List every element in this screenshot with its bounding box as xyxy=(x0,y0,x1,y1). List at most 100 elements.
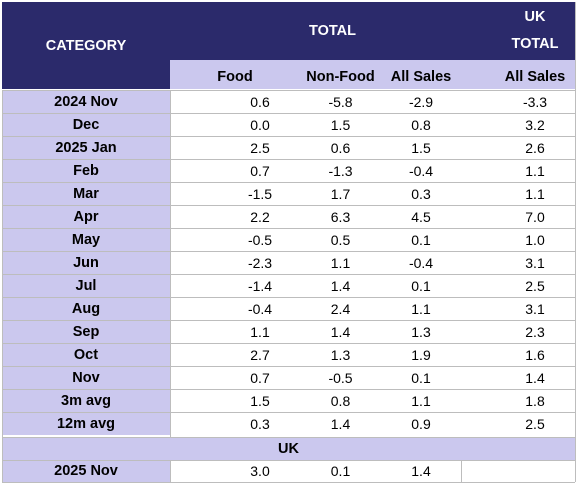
uk-row-non-food: 0.1 xyxy=(300,460,381,482)
row-value: 0.8 xyxy=(381,113,461,136)
row-value: 2.7 xyxy=(220,343,300,366)
row-value: -1.3 xyxy=(300,159,381,182)
row-divider xyxy=(2,482,575,483)
subheader-non-food: Non-Food xyxy=(300,60,381,89)
row-divider xyxy=(2,182,575,183)
row-value: 2.2 xyxy=(220,205,300,228)
row-value: 0.0 xyxy=(220,113,300,136)
uk-header-line1: UK xyxy=(524,9,546,25)
row-divider xyxy=(2,412,575,413)
row-value: -0.5 xyxy=(220,228,300,251)
row-value: 1.0 xyxy=(495,228,575,251)
row-value: 0.8 xyxy=(300,389,381,412)
subheader-filler xyxy=(461,60,495,89)
row-value: 1.4 xyxy=(300,274,381,297)
row-value: 1.1 xyxy=(495,159,575,182)
uk-row-food: 3.0 xyxy=(220,460,300,482)
row-value: 0.7 xyxy=(220,366,300,389)
row-value: 2.4 xyxy=(300,297,381,320)
row-value: -2.9 xyxy=(381,90,461,113)
row-divider xyxy=(2,320,575,321)
row-value: 1.1 xyxy=(220,320,300,343)
uk-header-line2: TOTAL xyxy=(511,36,559,52)
row-label: Sep xyxy=(2,320,170,343)
column-divider xyxy=(2,90,3,482)
row-value: 7.0 xyxy=(495,205,575,228)
row-value: 4.5 xyxy=(381,205,461,228)
row-label: Mar xyxy=(2,182,170,205)
row-divider xyxy=(2,389,575,390)
row-value: 1.4 xyxy=(495,366,575,389)
subheader-all-sales: All Sales xyxy=(381,60,461,89)
row-value: 2.6 xyxy=(495,136,575,159)
row-label: Apr xyxy=(2,205,170,228)
row-value: 1.1 xyxy=(300,251,381,274)
row-divider xyxy=(2,274,575,275)
column-divider xyxy=(170,90,171,437)
row-value: 1.4 xyxy=(300,412,381,435)
row-value: 0.1 xyxy=(381,274,461,297)
row-value: -2.3 xyxy=(220,251,300,274)
row-value: 1.7 xyxy=(300,182,381,205)
row-value: 0.7 xyxy=(220,159,300,182)
row-value: 1.4 xyxy=(300,320,381,343)
row-value: 3.1 xyxy=(495,297,575,320)
row-value: 2.5 xyxy=(220,136,300,159)
row-value: 0.9 xyxy=(381,412,461,435)
total-header: TOTAL xyxy=(170,2,495,60)
row-label: May xyxy=(2,228,170,251)
row-label: Dec xyxy=(2,113,170,136)
row-value: 1.1 xyxy=(381,389,461,412)
subheader-uk-all-sales: All Sales xyxy=(495,60,575,89)
uk-band: UK xyxy=(2,437,575,460)
row-value: -0.4 xyxy=(381,251,461,274)
row-value: 1.9 xyxy=(381,343,461,366)
row-value: -1.4 xyxy=(220,274,300,297)
row-value: 2.5 xyxy=(495,274,575,297)
row-divider xyxy=(2,136,575,137)
row-divider xyxy=(2,113,575,114)
row-divider xyxy=(2,251,575,252)
row-label: 2024 Nov xyxy=(2,90,170,113)
uk-row-all-sales: 1.4 xyxy=(381,460,461,482)
row-value: 1.3 xyxy=(381,320,461,343)
row-value: 0.6 xyxy=(300,136,381,159)
row-divider xyxy=(2,90,575,91)
row-value: 1.5 xyxy=(300,113,381,136)
row-divider xyxy=(2,205,575,206)
row-value: -0.4 xyxy=(381,159,461,182)
row-label: Jul xyxy=(2,274,170,297)
row-value: 1.5 xyxy=(381,136,461,159)
row-value: -5.8 xyxy=(300,90,381,113)
row-value: 1.6 xyxy=(495,343,575,366)
row-label: Nov xyxy=(2,366,170,389)
row-value: 1.8 xyxy=(495,389,575,412)
row-label: 12m avg xyxy=(2,412,170,435)
row-value: -3.3 xyxy=(495,90,575,113)
row-value: 0.5 xyxy=(300,228,381,251)
row-value: 0.1 xyxy=(381,366,461,389)
row-divider xyxy=(2,437,575,438)
row-label: Aug xyxy=(2,297,170,320)
row-divider xyxy=(2,297,575,298)
row-label: 3m avg xyxy=(2,389,170,412)
row-value: 0.6 xyxy=(220,90,300,113)
category-header: CATEGORY xyxy=(2,2,170,89)
row-value: 2.5 xyxy=(495,412,575,435)
row-value: 0.3 xyxy=(381,182,461,205)
row-value: 1.3 xyxy=(300,343,381,366)
row-divider xyxy=(2,228,575,229)
column-divider xyxy=(461,460,462,482)
row-value: 1.5 xyxy=(220,389,300,412)
row-divider xyxy=(2,366,575,367)
row-value: 6.3 xyxy=(300,205,381,228)
uk-row-label: 2025 Nov xyxy=(2,460,170,482)
row-value: -1.5 xyxy=(220,182,300,205)
row-divider xyxy=(2,343,575,344)
row-value: 2.3 xyxy=(495,320,575,343)
subheader-food: Food xyxy=(170,60,300,89)
row-label: Feb xyxy=(2,159,170,182)
row-value: 1.1 xyxy=(495,182,575,205)
row-label: Oct xyxy=(2,343,170,366)
